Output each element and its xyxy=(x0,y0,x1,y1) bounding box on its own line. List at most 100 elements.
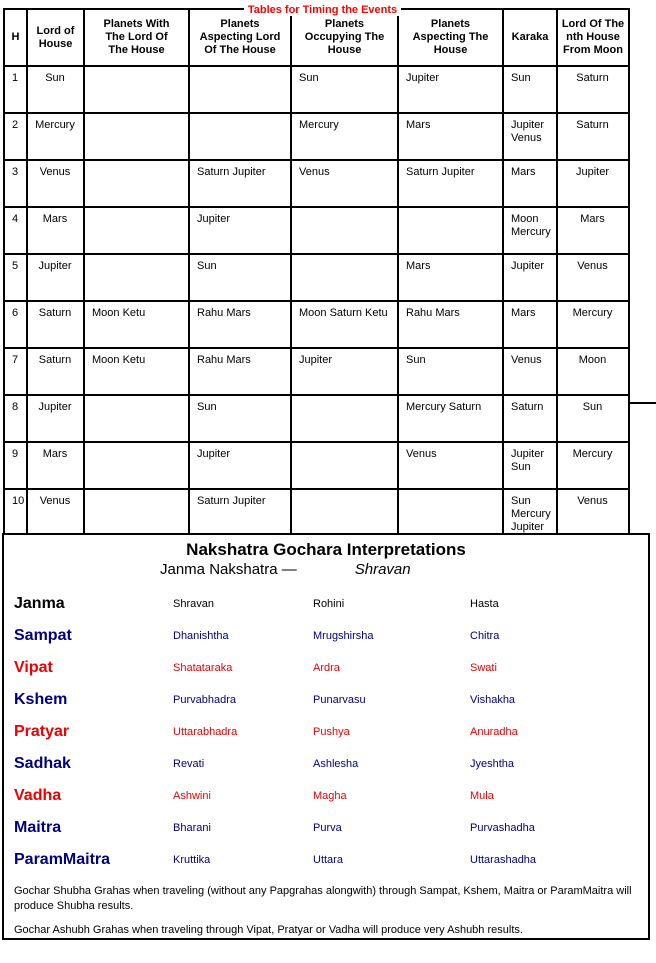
cell-lord-nth-from-moon: Mars xyxy=(556,206,630,255)
nakshatra-name-1: Kruttika xyxy=(173,854,211,866)
cell-karaka: Venus xyxy=(502,347,558,396)
cell-planets-with-lord: Moon Ketu xyxy=(83,300,190,349)
cell-lord-nth-from-moon: Sun xyxy=(556,394,630,443)
cell-house-number: 1 xyxy=(3,65,28,114)
cell-planets-aspecting-lord: Rahu Mars xyxy=(188,300,292,349)
nakshatra-row: Janma Shravan Rohini Hasta xyxy=(4,595,648,627)
cell-planets-aspecting-house: Mars xyxy=(397,112,504,161)
timing-table-title: Tables for Timing the Events xyxy=(243,5,402,16)
cell-planets-aspecting-lord: Sun xyxy=(188,253,292,302)
cell-lord-of-house: Mercury xyxy=(26,112,85,161)
cell-lord-nth-from-moon: Venus xyxy=(556,253,630,302)
cell-planets-aspecting-house: Saturn Jupiter xyxy=(397,159,504,208)
tara-label: ParamMaitra xyxy=(14,851,111,868)
timing-table-row: 7 Saturn Moon Ketu Rahu Mars Jupiter Sun… xyxy=(3,347,630,396)
nakshatra-name-3: Uttarashadha xyxy=(470,854,537,866)
col-header-karaka: Karaka xyxy=(502,8,558,67)
cell-karaka: Mars xyxy=(502,159,558,208)
cell-lord-nth-from-moon: Moon xyxy=(556,347,630,396)
cell-lord-of-house: Jupiter xyxy=(26,253,85,302)
nakshatra-name-2: Pushya xyxy=(313,726,350,738)
notes: Gochar Shubha Grahas when traveling (wit… xyxy=(14,884,638,938)
cell-planets-occupying xyxy=(290,488,399,538)
cell-lord-nth-from-moon: Mercury xyxy=(556,441,630,490)
cell-house-number: 8 xyxy=(3,394,28,443)
nakshatra-name-1: Revati xyxy=(173,758,205,770)
nakshatra-name-3: Chitra xyxy=(470,630,500,642)
nakshatra-name-3: Jyeshtha xyxy=(470,758,515,770)
nakshatra-name-3: Hasta xyxy=(470,598,499,610)
cell-house-number: 3 xyxy=(3,159,28,208)
ashubh-note: Gochar Ashubh Grahas when traveling thro… xyxy=(14,924,523,936)
janma-nakshatra-label: Janma Nakshatra — xyxy=(160,561,297,578)
nakshatra-row: Maitra Bharani Purva Purvashadha xyxy=(4,819,648,851)
cell-planets-occupying xyxy=(290,441,399,490)
nakshatra-name-2: Magha xyxy=(313,790,347,802)
cell-planets-with-lord xyxy=(83,253,190,302)
cell-karaka: Sun xyxy=(502,65,558,114)
timing-table-row: 10 Venus Saturn Jupiter Sun Mercury Jupi… xyxy=(3,488,630,538)
cell-planets-aspecting-house: Jupiter xyxy=(397,65,504,114)
cell-karaka: Moon Mercury xyxy=(502,206,558,255)
col-header-lord-nth-from-moon: Lord Of The nth House From Moon xyxy=(556,8,630,67)
cell-karaka: Saturn xyxy=(502,394,558,443)
cell-house-number: 5 xyxy=(3,253,28,302)
cell-lord-of-house: Sun xyxy=(26,65,85,114)
tara-label: Vadha xyxy=(14,787,62,804)
nakshatra-name-3: Vishakha xyxy=(470,694,516,706)
janma-nakshatra-value: Shravan xyxy=(354,561,411,578)
cell-planets-occupying xyxy=(290,394,399,443)
nakshatra-name-2: Ardra xyxy=(313,662,340,674)
nakshatra-name-2: Mrugshirsha xyxy=(313,630,374,642)
cell-house-number: 7 xyxy=(3,347,28,396)
cell-planets-aspecting-lord: Jupiter xyxy=(188,441,292,490)
timing-table-row: 6 Saturn Moon Ketu Rahu Mars Moon Saturn… xyxy=(3,300,630,349)
cell-house-number: 2 xyxy=(3,112,28,161)
col-header-planets-aspecting-lord: Planets Aspecting Lord Of The House xyxy=(188,8,292,67)
cell-planets-aspecting-lord: Saturn Jupiter xyxy=(188,488,292,538)
table-title-wrap: Tables for Timing the Events xyxy=(0,0,645,18)
cell-lord-nth-from-moon: Jupiter xyxy=(556,159,630,208)
cell-planets-occupying: Sun xyxy=(290,65,399,114)
cell-planets-aspecting-lord: Saturn Jupiter xyxy=(188,159,292,208)
timing-table-row: 5 Jupiter Sun Mars Jupiter Venus xyxy=(3,253,630,302)
cell-planets-occupying: Venus xyxy=(290,159,399,208)
tara-label: Sadhak xyxy=(14,755,71,772)
tara-label: Pratyar xyxy=(14,723,70,740)
nakshatra-row: Pratyar Uttarabhadra Pushya Anuradha xyxy=(4,723,648,755)
cell-lord-nth-from-moon: Saturn xyxy=(556,112,630,161)
cell-planets-occupying: Moon Saturn Ketu xyxy=(290,300,399,349)
cell-planets-aspecting-house: Sun xyxy=(397,347,504,396)
col-header-planets-occupying: Planets Occupying The House xyxy=(290,8,399,67)
cell-planets-with-lord xyxy=(83,441,190,490)
nakshatra-name-1: Bharani xyxy=(173,822,211,834)
cell-planets-aspecting-lord: Sun xyxy=(188,394,292,443)
cell-planets-occupying: Jupiter xyxy=(290,347,399,396)
cell-planets-aspecting-lord: Jupiter xyxy=(188,206,292,255)
cell-planets-aspecting-house: Mercury Saturn xyxy=(397,394,504,443)
cell-planets-with-lord xyxy=(83,488,190,538)
cell-house-number: 9 xyxy=(3,441,28,490)
timing-table-row: 2 Mercury Mercury Mars Jupiter Venus Sat… xyxy=(3,112,630,161)
nakshatra-name-1: Uttarabhadra xyxy=(173,726,238,738)
cell-lord-of-house: Mars xyxy=(26,441,85,490)
cell-lord-nth-from-moon: Venus xyxy=(556,488,630,538)
cell-karaka: Jupiter xyxy=(502,253,558,302)
nakshatra-name-2: Uttara xyxy=(313,854,343,866)
col-header-h: H xyxy=(3,8,28,67)
cell-karaka: Sun Mercury Jupiter xyxy=(502,488,558,538)
nakshatra-row: Sadhak Revati Ashlesha Jyeshtha xyxy=(4,755,648,787)
cell-lord-of-house: Saturn xyxy=(26,300,85,349)
cell-planets-with-lord xyxy=(83,394,190,443)
cell-planets-with-lord xyxy=(83,65,190,114)
nakshatra-row: Kshem Purvabhadra Punarvasu Vishakha xyxy=(4,691,648,723)
col-header-planets-aspecting-house: Planets Aspecting The House xyxy=(397,8,504,67)
timing-table-row: 9 Mars Jupiter Venus Jupiter Sun Mercury xyxy=(3,441,630,490)
cell-lord-of-house: Venus xyxy=(26,488,85,538)
timing-table-row: 8 Jupiter Sun Mercury Saturn Saturn Sun xyxy=(3,394,630,443)
timing-table-header-row: H Lord of House Planets With The Lord Of… xyxy=(3,8,630,67)
shubha-note: Gochar Shubha Grahas when traveling (wit… xyxy=(14,885,632,912)
tara-label: Kshem xyxy=(14,691,68,708)
nakshatra-row: Vadha Ashwini Magha Mula xyxy=(4,787,648,819)
cell-planets-aspecting-lord xyxy=(188,112,292,161)
